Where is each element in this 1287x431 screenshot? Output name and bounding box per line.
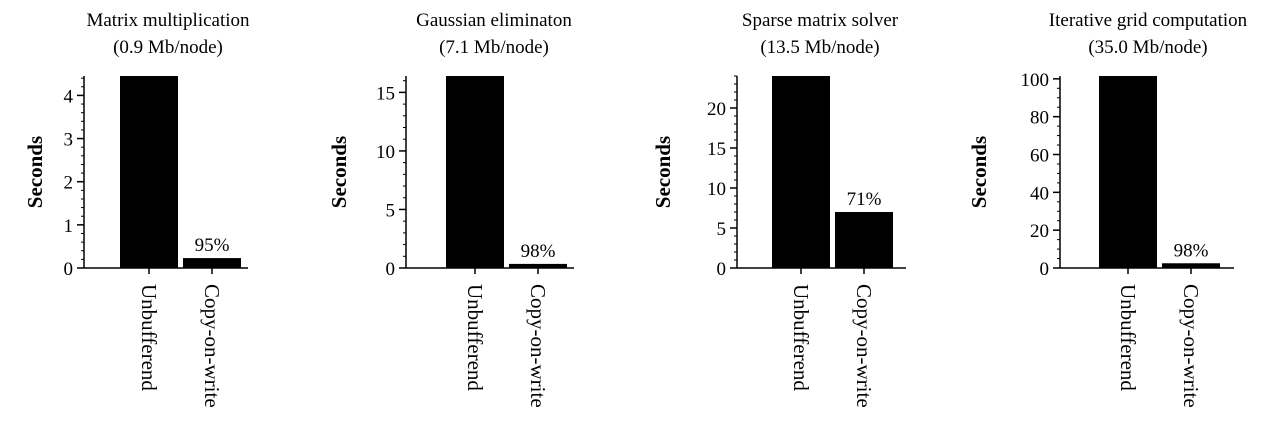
- y-tick-label: 20: [1030, 221, 1049, 242]
- chart-title-line-1: Sparse matrix solver: [742, 10, 899, 31]
- x-category-label: Unbufferend: [1116, 284, 1140, 391]
- bar-percentage-label: 98%: [1174, 240, 1209, 261]
- bar-percentage-label: 71%: [847, 189, 882, 210]
- y-tick-label: 20: [707, 99, 726, 120]
- y-tick-label: 10: [707, 179, 726, 200]
- bar-unbufferend: [120, 76, 178, 268]
- y-tick-label: 5: [386, 200, 396, 221]
- x-category-label: Unbufferend: [463, 284, 487, 391]
- y-tick-label: 3: [64, 130, 74, 151]
- y-tick-label: 2: [64, 173, 74, 194]
- y-tick-label: 0: [386, 259, 396, 280]
- y-axis-label: Seconds: [327, 136, 351, 208]
- chart-panel-2: Gaussian eliminaton (7.1 Mb/node) Seconds 0…: [327, 10, 574, 408]
- chart-title-line-1: Matrix multiplication: [86, 10, 250, 31]
- x-category-label: Copy-on-write: [852, 284, 876, 408]
- chart-title-line-1: Gaussian eliminaton: [416, 10, 572, 31]
- y-axis-label: Seconds: [967, 136, 991, 208]
- y-tick-label: 1: [64, 216, 74, 237]
- bar-copy-on-write: [1162, 263, 1220, 268]
- bar-copy-on-write: [835, 212, 893, 268]
- bar-unbufferend: [772, 76, 830, 268]
- y-tick-label: 0: [64, 259, 74, 280]
- chart-panel-4: Iterative grid computation (35.0 Mb/node)…: [967, 10, 1248, 408]
- y-tick-label: 80: [1030, 108, 1049, 129]
- y-tick-label: 10: [376, 142, 395, 163]
- chart-title-line-2: (35.0 Mb/node): [1088, 37, 1207, 58]
- y-tick-label: 4: [64, 86, 74, 107]
- bar-copy-on-write: [183, 258, 241, 268]
- y-tick-label: 5: [717, 219, 727, 240]
- chart-panel-1: Matrix multiplication (0.9 Mb/node) Second…: [23, 10, 250, 408]
- y-tick-label: 0: [717, 259, 727, 280]
- bar-percentage-label: 98%: [521, 241, 556, 262]
- y-tick-label: 60: [1030, 146, 1049, 167]
- bar-copy-on-write: [509, 263, 567, 268]
- y-tick-label: 15: [376, 83, 395, 104]
- x-category-label: Unbufferend: [789, 284, 813, 391]
- chart-title-line-2: (7.1 Mb/node): [439, 37, 549, 58]
- bar-unbufferend: [1099, 76, 1157, 268]
- chart-title-line-1: Iterative grid computation: [1049, 10, 1248, 31]
- y-axis-label: Seconds: [651, 136, 675, 208]
- chart-panel-3: Sparse matrix solver (13.5 Mb/node) Second…: [651, 10, 906, 408]
- x-category-label: Unbufferend: [137, 284, 161, 391]
- x-category-label: Copy-on-write: [526, 284, 550, 408]
- x-category-label: Copy-on-write: [1179, 284, 1203, 408]
- y-tick-label: 15: [707, 139, 726, 160]
- x-category-label: Copy-on-write: [200, 284, 224, 408]
- y-tick-label: 0: [1040, 259, 1050, 280]
- y-tick-label: 100: [1021, 70, 1050, 91]
- chart-title-line-2: (0.9 Mb/node): [113, 37, 223, 58]
- y-axis-label: Seconds: [23, 136, 47, 208]
- chart-title-line-2: (13.5 Mb/node): [760, 37, 879, 58]
- bar-unbufferend: [446, 76, 504, 268]
- y-tick-label: 40: [1030, 183, 1049, 204]
- bar-percentage-label: 95%: [195, 235, 230, 256]
